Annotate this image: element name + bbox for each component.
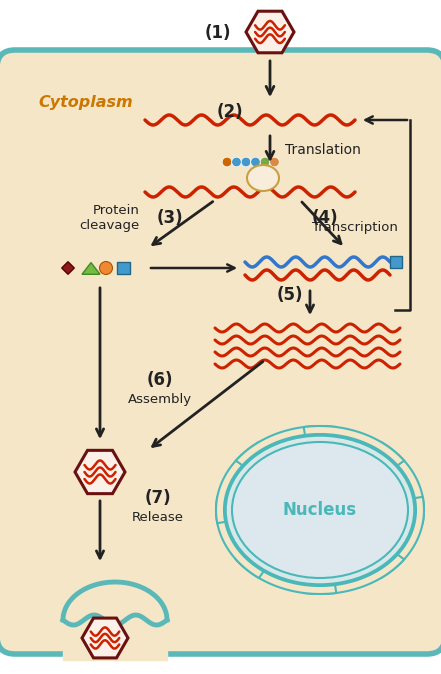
FancyArrowPatch shape	[97, 288, 104, 436]
Circle shape	[260, 157, 270, 166]
Text: (4): (4)	[312, 209, 339, 227]
FancyArrowPatch shape	[266, 61, 274, 94]
Polygon shape	[62, 262, 74, 274]
FancyArrowPatch shape	[153, 202, 213, 245]
Ellipse shape	[225, 435, 415, 585]
Text: (7): (7)	[145, 489, 171, 507]
Polygon shape	[236, 426, 336, 465]
Polygon shape	[377, 442, 424, 523]
Circle shape	[241, 157, 251, 166]
Polygon shape	[82, 263, 100, 274]
Text: (6): (6)	[147, 371, 173, 389]
Text: Nucleus: Nucleus	[283, 501, 357, 519]
Text: (5): (5)	[277, 286, 303, 304]
Ellipse shape	[247, 165, 279, 191]
Circle shape	[270, 157, 279, 166]
FancyArrowPatch shape	[266, 135, 274, 159]
Polygon shape	[304, 426, 404, 465]
Ellipse shape	[232, 442, 408, 578]
FancyArrowPatch shape	[97, 501, 104, 558]
Polygon shape	[216, 442, 264, 523]
Circle shape	[100, 262, 112, 274]
Text: (2): (2)	[217, 103, 243, 121]
Polygon shape	[236, 555, 336, 594]
Polygon shape	[377, 497, 424, 578]
Polygon shape	[63, 582, 167, 620]
FancyBboxPatch shape	[0, 50, 441, 654]
Text: Cytoplasm: Cytoplasm	[38, 95, 133, 110]
Text: Release: Release	[132, 511, 184, 524]
Polygon shape	[216, 497, 264, 578]
FancyArrowPatch shape	[306, 290, 314, 312]
FancyBboxPatch shape	[390, 256, 402, 268]
FancyArrowPatch shape	[151, 264, 235, 272]
Text: Assembly: Assembly	[128, 393, 192, 406]
FancyArrowPatch shape	[366, 117, 407, 123]
Text: Transcription: Transcription	[312, 222, 398, 235]
Circle shape	[232, 157, 241, 166]
Circle shape	[250, 157, 260, 166]
Polygon shape	[304, 555, 404, 594]
Text: Protein
cleavage: Protein cleavage	[80, 204, 140, 232]
Text: Translation: Translation	[285, 143, 361, 157]
Text: (1): (1)	[205, 24, 231, 42]
FancyArrowPatch shape	[153, 362, 263, 446]
Text: (3): (3)	[157, 209, 183, 227]
FancyArrowPatch shape	[302, 202, 341, 244]
FancyBboxPatch shape	[117, 262, 130, 274]
Circle shape	[222, 157, 232, 166]
